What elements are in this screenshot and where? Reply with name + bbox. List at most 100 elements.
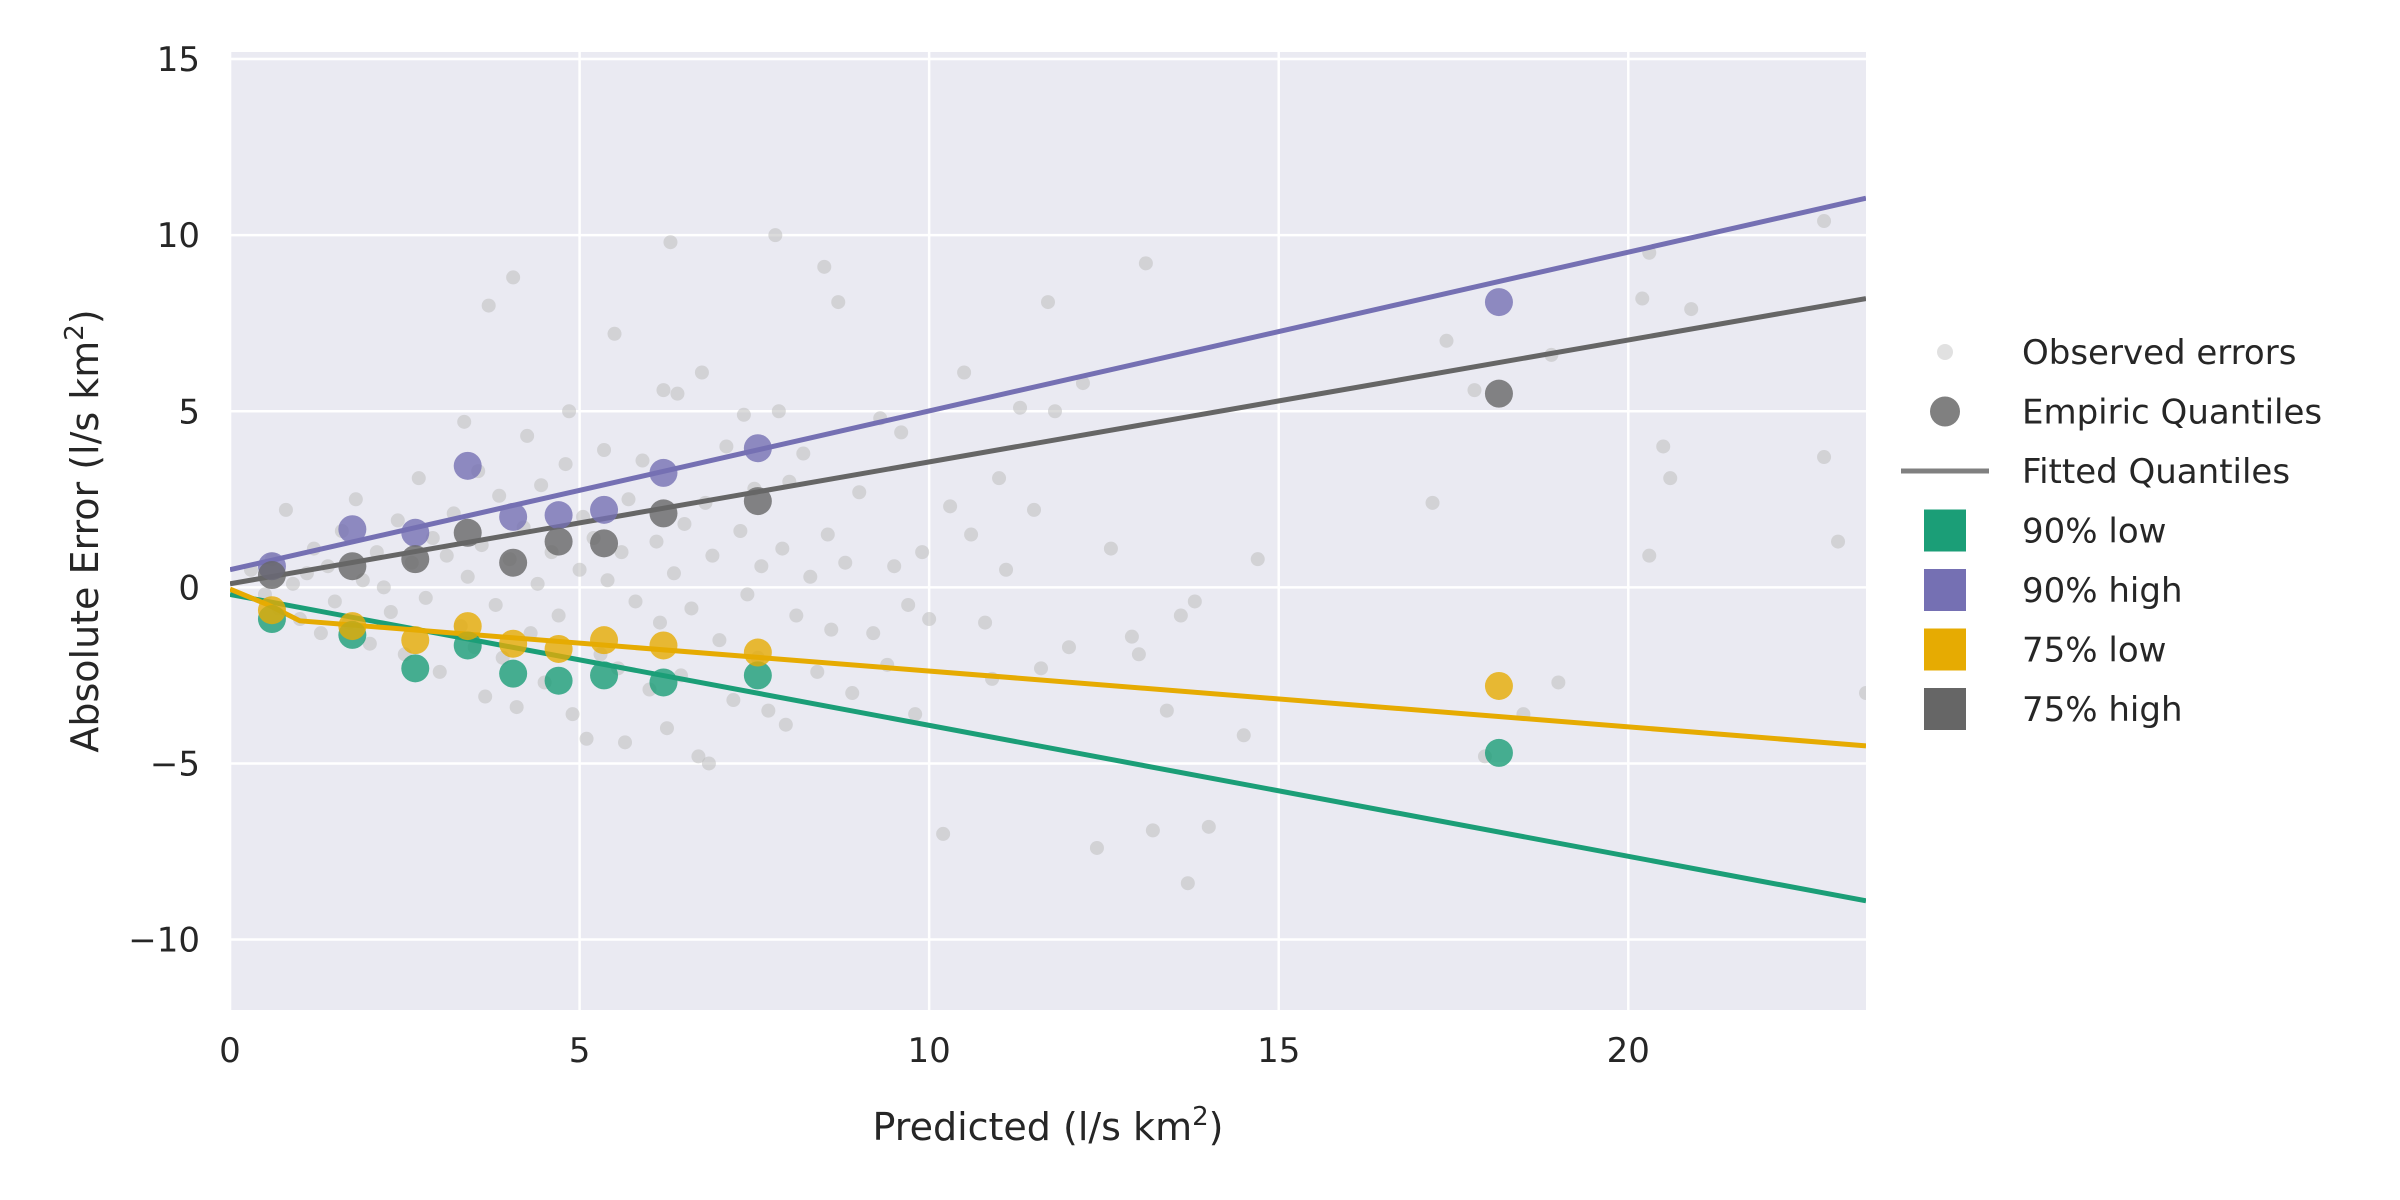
observed-error-point: [534, 478, 549, 493]
legend-empiric-label: Empiric Quantiles: [2022, 393, 2322, 433]
observed-error-point: [1041, 295, 1055, 310]
y-tick-label: 5: [178, 392, 200, 432]
observed-error-point: [901, 597, 916, 612]
legend-series-90-low-label: 90% low: [2022, 512, 2166, 552]
observed-error-point: [600, 573, 615, 588]
empiric-quantile-point: [338, 612, 367, 641]
observed-error-point: [992, 471, 1007, 486]
empiric-quantile-point: [499, 659, 528, 688]
observed-error-point: [1187, 594, 1202, 609]
observed-error-point: [509, 700, 524, 715]
observed-error-point: [726, 693, 741, 708]
observed-error-point: [520, 428, 535, 443]
observed-error-point: [1250, 552, 1265, 567]
observed-error-point: [666, 566, 681, 581]
observed-error-point: [656, 383, 671, 398]
observed-error-point: [719, 439, 734, 454]
observed-error-point: [558, 457, 573, 472]
observed-error-point: [733, 524, 748, 538]
empiric-quantile-points: [257, 288, 1513, 767]
observed-error-point: [1124, 629, 1139, 644]
x-axis-ticks: 0 5 10 15 20: [219, 1031, 1650, 1071]
observed-error-point: [457, 414, 472, 429]
legend-series-90-low: 90% low: [1924, 509, 2166, 552]
observed-error-point: [327, 594, 342, 609]
observed-error-point: [1642, 548, 1657, 563]
observed-error-point: [1061, 640, 1076, 655]
observed-error-point: [701, 756, 716, 771]
observed-error-point: [313, 626, 328, 641]
empiric-quantile-point: [257, 596, 286, 625]
observed-error-point: [551, 608, 566, 623]
observed-error-point: [1103, 541, 1118, 556]
empiric-quantile-point: [590, 661, 619, 690]
x-tick-label: 20: [1607, 1031, 1650, 1071]
observed-error-point: [1439, 333, 1454, 348]
observed-error-point: [1131, 647, 1146, 662]
observed-error-point: [618, 735, 633, 750]
observed-error-point: [684, 601, 699, 616]
empiric-quantile-point: [743, 434, 772, 463]
legend-fitted: Fitted Quantiles: [1901, 452, 2290, 492]
empiric-quantile-point: [453, 518, 482, 547]
empiric-quantile-point: [499, 629, 528, 658]
observed-error-point: [614, 545, 629, 560]
observed-error-point: [866, 626, 881, 641]
observed-error-point: [1551, 675, 1566, 690]
y-tick-label: −10: [128, 921, 200, 961]
observed-error-point: [1663, 471, 1678, 486]
empiric-quantile-point: [338, 515, 367, 544]
legend-series-75-high: 75% high: [1924, 688, 2183, 730]
observed-error-point: [1138, 256, 1153, 271]
legend-observed-marker: [1937, 344, 1953, 360]
observed-error-point: [838, 555, 853, 570]
observed-error-point: [670, 386, 685, 401]
legend-fitted-label: Fitted Quantiles: [2022, 452, 2290, 492]
empiric-quantile-point: [453, 612, 482, 641]
observed-error-point: [778, 717, 793, 732]
observed-error-point: [978, 615, 993, 630]
observed-error-point: [1425, 495, 1440, 510]
x-tick-label: 0: [219, 1031, 241, 1071]
observed-error-point: [1145, 823, 1160, 838]
observed-error-point: [621, 492, 636, 507]
observed-error-point: [771, 404, 786, 419]
observed-error-point: [562, 404, 577, 419]
observed-error-point: [694, 365, 709, 380]
observed-error-point: [810, 664, 825, 679]
x-tick-label: 15: [1257, 1031, 1300, 1071]
observed-error-point: [390, 513, 405, 528]
observed-error-point: [607, 326, 622, 341]
empiric-quantile-point: [499, 502, 528, 531]
observed-error-point: [579, 731, 594, 746]
observed-error-point: [663, 235, 678, 250]
observed-error-point: [1859, 686, 1866, 701]
observed-error-point: [1075, 376, 1090, 391]
observed-error-point: [1173, 608, 1188, 623]
observed-errors-points: [243, 214, 1866, 891]
empiric-quantile-point: [401, 545, 430, 574]
observed-error-point: [761, 703, 776, 718]
observed-error-point: [852, 485, 867, 500]
observed-error-point: [1467, 383, 1482, 398]
empiric-quantile-point: [453, 451, 482, 480]
empiric-quantile-point: [499, 548, 528, 577]
observed-error-point: [565, 707, 580, 722]
observed-error-point: [1635, 291, 1650, 306]
empiric-quantile-point: [649, 668, 678, 697]
observed-error-point: [411, 471, 426, 486]
legend-series-75-low-label: 75% low: [2022, 631, 2166, 671]
observed-error-point: [922, 612, 937, 627]
observed-error-point: [817, 259, 832, 274]
observed-error-point: [348, 492, 363, 507]
y-tick-label: 10: [157, 216, 200, 256]
x-tick-label: 10: [908, 1031, 951, 1071]
empiric-quantile-point: [590, 495, 619, 524]
observed-error-point: [628, 594, 643, 609]
observed-error-point: [425, 531, 440, 546]
observed-error-point: [768, 228, 783, 243]
legend-observed-label: Observed errors: [2022, 333, 2296, 373]
fitted-line-75-high: [230, 296, 1866, 587]
y-tick-label: −5: [150, 744, 200, 784]
